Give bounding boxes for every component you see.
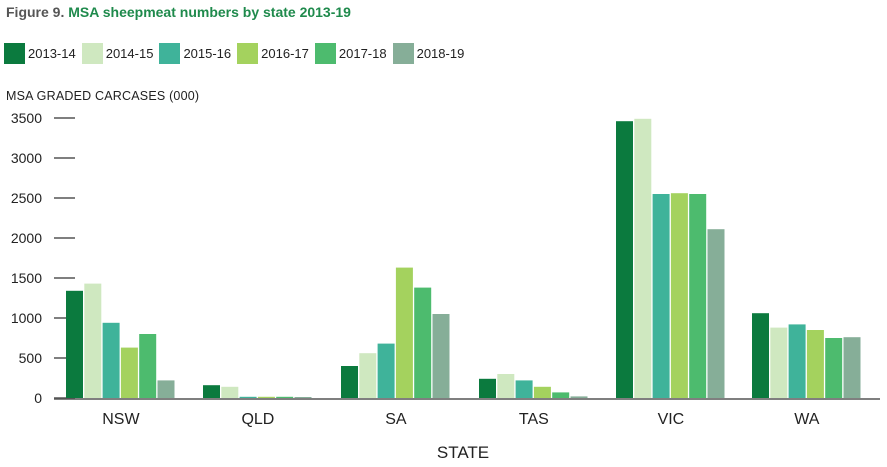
- bar-NSW-2013-14: [66, 290, 83, 398]
- bar-NSW-2017-18: [139, 334, 157, 398]
- y-tick-label: 3000: [11, 150, 42, 166]
- legend-item-2018-19: 2018-19: [392, 43, 465, 64]
- bar-WA-2018-19: [843, 337, 861, 398]
- bar-TAS-2015-16: [515, 380, 533, 398]
- legend-label: 2013-14: [28, 46, 76, 61]
- bar-VIC-2018-19: [707, 229, 725, 398]
- y-tick-label: 500: [19, 350, 43, 366]
- legend-item-2017-18: 2017-18: [314, 43, 387, 64]
- bar-SA-2017-18: [414, 287, 432, 398]
- bar-NSW-2014-15: [84, 283, 102, 398]
- y-tick-label: 2000: [11, 230, 42, 246]
- y-tick-label: 3500: [11, 110, 42, 126]
- bar-WA-2017-18: [825, 338, 843, 398]
- bar-WA-2015-16: [788, 324, 806, 398]
- y-tick-label: 1000: [11, 310, 42, 326]
- legend-swatch: [237, 43, 259, 64]
- bar-QLD-2017-18: [276, 396, 294, 398]
- x-category-label: WA: [794, 411, 820, 428]
- bar-QLD-2013-14: [203, 385, 220, 398]
- bar-TAS-2016-17: [533, 386, 551, 398]
- legend-swatch: [159, 43, 181, 64]
- bar-SA-2016-17: [395, 267, 413, 398]
- y-tick-label: 1500: [11, 270, 42, 286]
- bar-VIC-2015-16: [652, 194, 670, 398]
- bar-TAS-2018-19: [570, 396, 588, 398]
- x-category-label: TAS: [519, 411, 549, 428]
- bar-VIC-2017-18: [689, 194, 707, 398]
- x-category-label: VIC: [658, 411, 685, 428]
- bar-VIC-2016-17: [670, 193, 688, 398]
- x-category-label: QLD: [241, 411, 274, 428]
- figure-number: Figure 9.: [6, 4, 65, 20]
- legend-label: 2015-16: [183, 46, 232, 61]
- bar-NSW-2016-17: [120, 347, 138, 398]
- bar-NSW-2015-16: [102, 322, 120, 398]
- legend-label: 2017-18: [338, 46, 387, 61]
- y-tick-label: 2500: [11, 190, 42, 206]
- legend-item-2016-17: 2016-17: [237, 43, 309, 64]
- bar-SA-2013-14: [341, 366, 358, 398]
- bar-VIC-2014-15: [634, 118, 652, 399]
- bar-TAS-2013-14: [479, 378, 496, 398]
- bar-QLD-2016-17: [257, 396, 275, 398]
- legend-item-2013-14: 2013-14: [4, 43, 76, 64]
- bar-WA-2014-15: [770, 327, 788, 398]
- x-axis-title: STATE: [437, 443, 489, 462]
- legend-label: 2016-17: [261, 46, 309, 61]
- figure-title: Figure 9. MSA sheepmeat numbers by state…: [6, 4, 351, 20]
- bar-SA-2018-19: [432, 314, 450, 398]
- y-tick-label: 0: [34, 390, 42, 406]
- bar-TAS-2017-18: [552, 392, 570, 398]
- legend-swatch: [4, 43, 25, 64]
- legend-item-2014-15: 2014-15: [81, 43, 154, 64]
- y-axis-title: MSA GRADED CARCASES (000): [6, 89, 200, 103]
- bar-WA-2016-17: [806, 330, 824, 398]
- bar-TAS-2014-15: [497, 374, 515, 398]
- bar-WA-2013-14: [752, 313, 769, 398]
- x-category-label: SA: [385, 411, 407, 428]
- legend-label: 2014-15: [105, 46, 154, 61]
- legend-label: 2018-19: [416, 46, 465, 61]
- bar-SA-2015-16: [377, 343, 395, 398]
- bar-SA-2014-15: [359, 353, 377, 398]
- x-category-label: NSW: [102, 411, 140, 428]
- legend-swatch: [314, 43, 336, 64]
- bar-VIC-2013-14: [616, 121, 633, 398]
- legend-swatch: [81, 43, 103, 64]
- bar-QLD-2018-19: [294, 397, 312, 398]
- legend-swatch: [392, 43, 414, 64]
- bar-NSW-2018-19: [157, 380, 175, 398]
- legend-item-2015-16: 2015-16: [159, 43, 231, 64]
- chart-legend: 2013-14 2014-15 2015-16 2016-17 2017-18 2018-…: [4, 43, 470, 64]
- chart-title: MSA sheepmeat numbers by state 2013-19: [68, 4, 351, 20]
- bar-QLD-2015-16: [239, 396, 257, 398]
- bar-QLD-2014-15: [221, 386, 239, 398]
